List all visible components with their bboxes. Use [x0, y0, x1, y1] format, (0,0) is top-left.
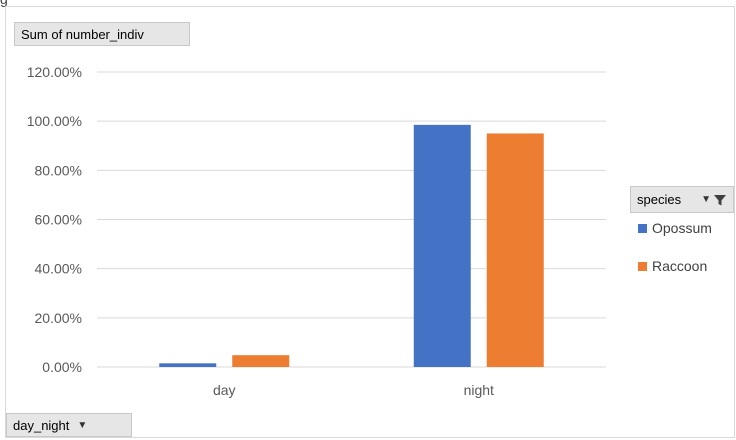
legend-field-label: species — [637, 192, 682, 207]
bar-raccoon-day — [232, 355, 290, 367]
y-tick-label-6: 120.00% — [27, 64, 82, 80]
filter-dropdown[interactable]: ▼ — [693, 193, 727, 207]
y-tick-label-4: 80.00% — [35, 162, 82, 178]
chart-area-border — [5, 6, 735, 438]
chevron-down-icon: ▼ — [77, 419, 88, 431]
legend-label-raccoon: Raccoon — [652, 258, 708, 274]
bar-raccoon-night — [486, 133, 544, 367]
y-tick-label-1: 20.00% — [35, 310, 82, 326]
y-tick-label-0: 0.00% — [42, 359, 82, 375]
legend-item-opossum: Opossum — [638, 220, 712, 236]
y-tick-label-5: 100.00% — [27, 113, 82, 129]
filter-funnel-icon — [714, 194, 726, 205]
window-top-strip: g — [0, 0, 736, 8]
bar-opossum-night — [413, 124, 471, 368]
legend-label-opossum: Opossum — [652, 220, 712, 236]
legend-swatch-opossum — [638, 223, 647, 233]
value-field-button[interactable]: Sum of number_indiv — [14, 22, 190, 46]
legend-item-raccoon: Raccoon — [638, 258, 707, 274]
chevron-down-icon: ▼ — [701, 194, 711, 205]
axis-field-button[interactable]: day_night ▼ — [6, 413, 132, 437]
x-tick-label-night: night — [464, 382, 494, 398]
x-tick-label-day: day — [213, 382, 236, 398]
bar-opossum-day — [159, 363, 217, 367]
y-tick-label-2: 40.00% — [35, 261, 82, 277]
legend-field-button[interactable]: species ▼ — [630, 186, 734, 213]
clipped-heading-text: g — [0, 0, 8, 7]
axis-field-label: day_night — [13, 417, 70, 433]
y-tick-label-3: 60.00% — [35, 212, 82, 228]
legend-swatch-raccoon — [638, 261, 647, 271]
value-field-label: Sum of number_indiv — [21, 26, 144, 42]
